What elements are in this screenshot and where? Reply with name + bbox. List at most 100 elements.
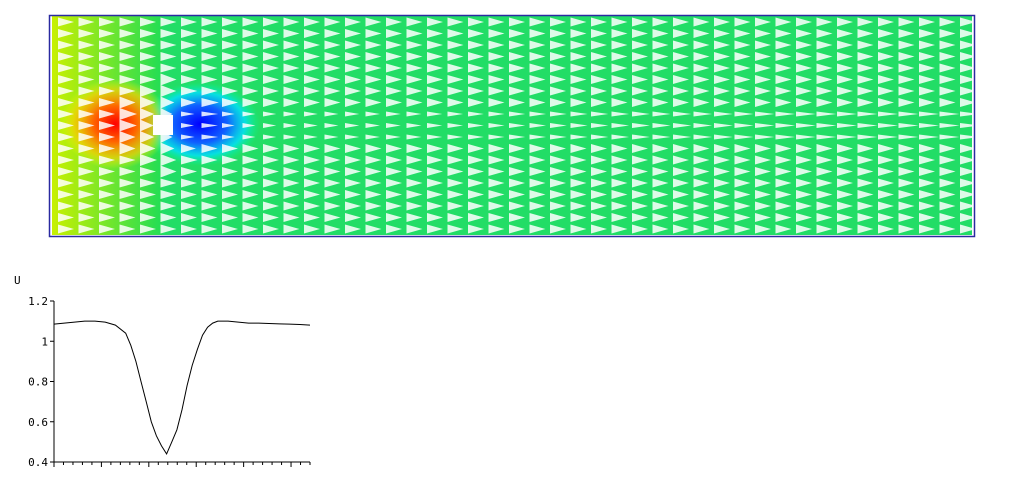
velocity-arrow <box>78 75 95 84</box>
velocity-arrow <box>652 123 671 128</box>
velocity-arrow <box>960 190 972 199</box>
velocity-arrow <box>611 155 628 165</box>
velocity-arrow <box>58 121 74 130</box>
velocity-arrow <box>509 98 525 107</box>
velocity-arrow <box>304 201 320 211</box>
velocity-arrow <box>550 123 567 128</box>
velocity-arrow <box>324 17 341 27</box>
velocity-arrow <box>734 167 751 176</box>
velocity-arrow <box>898 86 915 96</box>
velocity-arrow <box>939 17 956 27</box>
velocity-arrow <box>365 144 382 153</box>
velocity-field-view <box>48 14 1001 238</box>
velocity-arrow <box>263 52 279 61</box>
velocity-arrow <box>632 144 648 153</box>
velocity-arrow <box>570 17 587 27</box>
velocity-arrow <box>304 134 318 140</box>
velocity-arrow <box>775 111 796 117</box>
velocity-arrow <box>693 111 713 117</box>
velocity-arrow <box>570 111 588 117</box>
velocity-arrow <box>242 155 259 165</box>
velocity-arrow <box>468 75 484 84</box>
velocity-arrow <box>939 98 956 107</box>
velocity-arrow <box>775 86 792 96</box>
velocity-arrow <box>981 179 997 188</box>
velocity-arrow <box>529 155 546 165</box>
velocity-arrow <box>386 75 402 84</box>
velocity-arrow <box>591 98 607 107</box>
velocity-arrow <box>734 178 751 188</box>
velocity-arrow <box>283 40 300 50</box>
velocity-arrow <box>693 17 710 27</box>
velocity-arrow <box>447 178 464 188</box>
velocity-arrow <box>242 17 259 27</box>
velocity-arrow <box>960 155 972 165</box>
velocity-arrow <box>386 63 402 73</box>
velocity-arrow <box>755 178 771 188</box>
velocity-arrow <box>919 75 935 84</box>
velocity-arrow <box>468 86 484 96</box>
velocity-arrow <box>181 63 197 73</box>
velocity-arrow <box>673 134 692 140</box>
velocity-arrow <box>140 142 156 155</box>
velocity-arrow <box>981 144 997 153</box>
velocity-arrow <box>550 98 566 107</box>
velocity-arrow <box>488 224 505 234</box>
velocity-arrow <box>693 40 710 50</box>
velocity-arrow <box>981 18 997 27</box>
velocity-arrow <box>119 108 137 120</box>
velocity-arrow <box>119 75 136 84</box>
y-tick-label: 0.4 <box>28 456 48 469</box>
velocity-arrow <box>324 63 341 73</box>
velocity-arrow <box>878 224 894 234</box>
velocity-arrow <box>263 134 277 140</box>
velocity-arrow <box>837 224 853 234</box>
velocity-arrow <box>509 40 525 50</box>
velocity-arrow <box>611 75 628 84</box>
velocity-arrow <box>324 190 341 199</box>
velocity-arrow <box>714 134 733 140</box>
velocity-arrow <box>857 29 874 38</box>
velocity-arrow <box>837 144 853 153</box>
velocity-arrow <box>714 63 730 73</box>
velocity-arrow <box>447 134 464 140</box>
velocity-arrow <box>755 155 771 165</box>
velocity-arrow <box>755 134 775 140</box>
velocity-arrow <box>734 201 751 211</box>
velocity-arrow <box>652 52 669 61</box>
velocity-arrow <box>816 17 833 27</box>
velocity-arrow <box>939 190 956 199</box>
velocity-arrow <box>939 75 956 84</box>
velocity-arrow <box>509 86 525 96</box>
velocity-arrow <box>714 17 730 27</box>
velocity-arrow <box>673 155 689 165</box>
velocity-arrow <box>652 224 669 234</box>
velocity-arrow <box>816 123 837 128</box>
velocity-arrow <box>201 213 218 222</box>
velocity-arrow <box>181 40 197 50</box>
velocity-arrow <box>365 167 382 176</box>
velocity-arrow <box>160 108 173 120</box>
velocity-arrow <box>693 144 710 153</box>
velocity-arrow <box>981 135 1001 140</box>
velocity-arrow <box>509 134 526 140</box>
velocity-arrow <box>591 201 607 211</box>
velocity-arrow <box>673 75 689 84</box>
velocity-arrow <box>509 213 525 222</box>
velocity-arrow <box>898 201 915 211</box>
velocity-arrow <box>201 63 218 73</box>
velocity-arrow <box>632 29 648 38</box>
velocity-arrow <box>632 178 648 188</box>
velocity-arrow <box>427 178 443 188</box>
velocity-arrow <box>447 167 464 176</box>
velocity-arrow <box>58 52 74 61</box>
velocity-arrow <box>714 155 730 165</box>
velocity-profile-chart: U 0.4 0.6 0.8 1 1.2 <box>14 274 311 469</box>
velocity-arrow <box>529 111 547 117</box>
velocity-arrow <box>365 123 380 128</box>
velocity-arrow <box>406 155 423 165</box>
velocity-arrow <box>160 96 175 109</box>
velocity-arrow <box>981 213 997 222</box>
velocity-arrow <box>304 40 320 50</box>
velocity-arrow <box>99 190 115 199</box>
